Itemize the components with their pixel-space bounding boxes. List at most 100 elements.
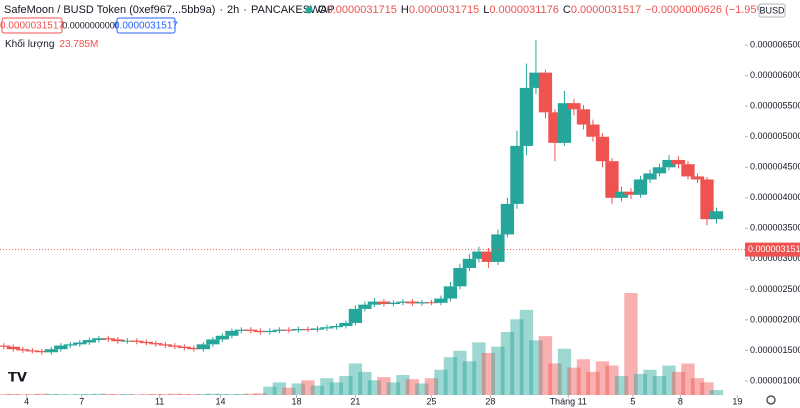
volume-bar (567, 367, 581, 395)
volume-bar (291, 383, 306, 395)
candle-body (586, 124, 600, 137)
volume-bar (225, 394, 239, 395)
volume-bar (453, 350, 467, 395)
candle-body (310, 328, 325, 330)
buy-box[interactable] (116, 17, 176, 34)
candle-body (0, 345, 11, 347)
candle-body (443, 286, 458, 299)
candle-body (510, 145, 524, 204)
exchange: PANCAKESWAP (251, 4, 335, 16)
y-tick-label: 0.0000035000 (750, 223, 800, 233)
candle-body (358, 304, 372, 309)
candle-body (101, 338, 115, 340)
candle-body (234, 329, 249, 331)
volume-bar (538, 336, 553, 395)
volume-bar (434, 369, 448, 395)
currency-box[interactable] (758, 3, 786, 18)
volume-bar (168, 393, 182, 395)
y-tick-label: 0.0000015000 (750, 345, 800, 355)
candle-body (681, 164, 695, 177)
candle-body (662, 159, 676, 168)
candle-body (44, 349, 58, 353)
candle-body (633, 179, 648, 195)
volume-bar (586, 371, 600, 395)
volume-bar (73, 393, 87, 395)
volume-bar (557, 348, 572, 395)
volume-bar (54, 394, 68, 395)
candle-body (348, 308, 363, 323)
x-tick-label: 21 (350, 396, 360, 406)
candle-body (215, 335, 230, 340)
y-tick-label: 0.0000010000 (750, 375, 800, 385)
volume-bar (215, 393, 230, 395)
candle-body (557, 103, 572, 143)
plot-area: 0.0000010000 0.0000015000 0.0000020000 0.00… (0, 40, 800, 406)
candle-body (462, 258, 477, 269)
settings-icon[interactable] (766, 395, 776, 405)
symbol-title: SafeMoon / BUSD Token (0xef967...5bb9a) (4, 4, 215, 16)
y-tick-label: 0.0000060000 (750, 70, 800, 80)
volume-title: Khối lượng 23.785M (5, 38, 98, 50)
candle-body (576, 109, 591, 125)
volume-bar (595, 361, 610, 395)
volume-bar (253, 393, 268, 395)
volume-bar (101, 393, 115, 395)
candle-body (605, 161, 619, 198)
candle-body (377, 301, 391, 305)
candle-body (291, 329, 306, 331)
spread: 0.0000000000 (62, 20, 120, 30)
candle-body (481, 251, 496, 262)
currency[interactable]: BUSD (759, 5, 785, 15)
volume-bar (529, 340, 543, 395)
candle-body (405, 301, 420, 304)
volume-bar (671, 371, 686, 395)
volume-bar (510, 319, 524, 395)
candle-body (82, 340, 96, 343)
volume-bar (130, 394, 144, 395)
volume-bar (158, 394, 172, 395)
ohlc-legend: O0.0000031715 H0.0000031715 L0.0000031176 C… (318, 4, 770, 16)
x-tick-label: 25 (426, 396, 436, 406)
volume-bar (662, 365, 676, 395)
candle-body (624, 191, 638, 195)
x-tick-label: 8 (678, 396, 683, 406)
volume-bar (519, 309, 534, 395)
volume-bar (329, 382, 344, 395)
sell-price[interactable]: 0.0000031517 (0, 21, 64, 32)
candle-body (652, 167, 667, 174)
volume-bar (25, 394, 39, 395)
ohlc-key: O (318, 4, 327, 16)
ohlc-key: C (563, 4, 571, 16)
volume-bar (177, 393, 192, 395)
volume-bar (44, 393, 58, 395)
sell-box[interactable] (1, 17, 63, 34)
volume-bar (35, 393, 49, 395)
candle-body (643, 173, 657, 180)
candle-body (415, 302, 429, 304)
candle-body (690, 176, 705, 180)
last-price-box (745, 242, 800, 257)
candle-body (225, 330, 239, 336)
candle-body (139, 341, 153, 344)
volume-bar (16, 394, 30, 395)
volume-bar (424, 378, 439, 395)
x-tick-label: 14 (215, 396, 225, 406)
x-tick-label: 28 (485, 396, 495, 406)
volume-bar (206, 393, 220, 395)
volume-bar (709, 389, 724, 395)
volume-bar (320, 378, 334, 395)
volume-title-text: Khối lượng (5, 38, 54, 50)
candle-body (329, 326, 344, 328)
candle-body (320, 327, 334, 329)
candle-body (614, 191, 629, 198)
separator: · (219, 4, 223, 16)
logo[interactable]: 𝗧𝗩 (8, 369, 27, 384)
x-tick-label: 5 (630, 396, 635, 406)
candle-body (253, 330, 268, 333)
buy-price[interactable]: 0.0000031517 (114, 21, 178, 32)
candle-body (282, 329, 296, 331)
volume-bar (187, 394, 201, 395)
x-tick-label: 7 (79, 396, 84, 406)
candle-body (35, 351, 49, 353)
x-tick-label: 11 (155, 396, 164, 406)
